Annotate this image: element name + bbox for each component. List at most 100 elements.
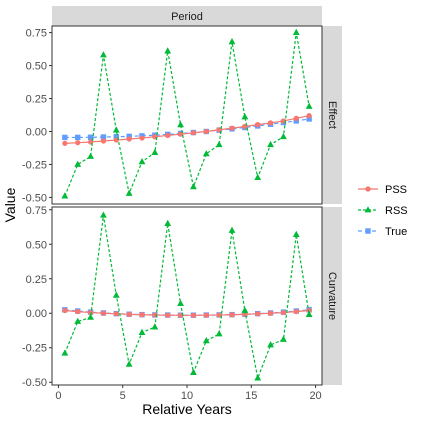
point-rss <box>190 368 197 375</box>
point-true <box>113 134 119 140</box>
point-rss <box>112 291 120 298</box>
y-tick-label: 0.25 <box>26 94 47 106</box>
point-pss <box>203 128 209 135</box>
x-tick-label: 10 <box>181 390 193 402</box>
point-pss <box>62 140 68 146</box>
y-axis-title: Value <box>2 187 18 222</box>
point-rss <box>267 140 274 148</box>
point-pss <box>190 130 197 136</box>
point-pss <box>280 309 287 316</box>
point-rss <box>228 226 236 233</box>
y-tick-label: 0.75 <box>26 28 47 40</box>
point-pss <box>267 120 274 126</box>
x-tick-label: 15 <box>245 390 257 402</box>
point-rss <box>254 374 262 381</box>
x-axis-title: Relative Years <box>142 401 232 417</box>
x-axis: 0 5 10 15 20 <box>55 385 322 402</box>
point-rss <box>100 211 107 218</box>
point-rss <box>228 38 236 45</box>
point-rss <box>87 313 94 320</box>
point-rss <box>215 140 223 148</box>
point-pss <box>100 310 107 316</box>
point-pss <box>100 138 107 144</box>
point-pss <box>255 311 261 317</box>
point-rss <box>61 349 69 356</box>
point-rss <box>100 51 107 58</box>
y-tick-label: -0.25 <box>22 343 47 355</box>
legend: PSS RSS True <box>358 184 408 238</box>
y-tick-label: -0.25 <box>22 159 47 171</box>
panel-border-curvature <box>51 206 323 386</box>
point-pss <box>139 135 145 141</box>
point-rss <box>164 219 172 226</box>
point-true <box>306 116 312 122</box>
point-pss <box>229 125 235 131</box>
point-rss <box>202 337 210 344</box>
point-rss <box>280 335 287 342</box>
point-true <box>100 134 107 140</box>
point-pss <box>126 311 132 317</box>
top-strip <box>52 6 322 26</box>
point-true <box>87 134 94 140</box>
right-strip-curvature-label: Curvature <box>326 272 338 320</box>
point-rss <box>87 152 94 159</box>
point-pss <box>293 115 299 121</box>
panels: -0.50-0.250.000.250.500.75-0.50-0.250.00… <box>22 25 323 389</box>
right-strip-effect <box>322 26 342 204</box>
point-rss <box>74 160 82 167</box>
y-tick-label: 0.00 <box>26 126 47 138</box>
point-pss <box>190 312 197 318</box>
point-rss <box>202 150 210 157</box>
point-pss <box>306 113 312 119</box>
point-rss <box>305 102 313 109</box>
point-pss <box>62 307 68 314</box>
y-tick-label: -0.50 <box>22 192 47 204</box>
legend-marker-true <box>365 228 371 234</box>
point-rss <box>151 323 159 330</box>
point-true <box>62 134 68 141</box>
point-true <box>126 133 132 140</box>
point-pss <box>255 122 261 128</box>
point-pss <box>216 312 222 318</box>
point-pss <box>113 311 119 317</box>
point-pss <box>177 312 184 318</box>
point-rss <box>292 230 300 237</box>
x-tick-label: 0 <box>55 390 61 402</box>
panel-curvature: -0.50 -0.25 0.00 0.25 0.50 0.75 <box>22 205 323 389</box>
point-pss <box>203 312 209 318</box>
top-strip-label: Period <box>171 11 203 23</box>
point-rss <box>125 189 133 196</box>
point-rss <box>125 360 133 367</box>
point-pss <box>165 132 171 139</box>
point-pss <box>87 309 94 316</box>
point-rss <box>241 306 249 313</box>
point-rss <box>164 47 172 54</box>
point-rss <box>61 192 69 199</box>
point-pss <box>229 312 235 318</box>
right-strip-curvature <box>322 207 342 385</box>
point-pss <box>126 136 132 142</box>
point-pss <box>75 308 81 315</box>
panel-border-effect <box>51 25 323 205</box>
point-rss <box>305 310 313 318</box>
y-tick-label: 0.75 <box>26 205 47 217</box>
point-pss <box>139 312 145 318</box>
point-rss <box>292 28 300 35</box>
point-rss <box>138 158 146 165</box>
point-true <box>293 118 299 124</box>
legend-label-pss: PSS <box>385 184 407 196</box>
legend-label-true: True <box>385 226 407 238</box>
y-tick-label: 0.50 <box>26 239 47 251</box>
point-rss <box>177 121 184 128</box>
y-tick-label: 0.00 <box>26 308 47 320</box>
right-strip-effect-label: Effect <box>326 101 338 129</box>
point-rss <box>177 299 184 306</box>
x-tick-label: 5 <box>120 390 126 402</box>
point-rss <box>241 113 249 120</box>
y-tick-label: 0.25 <box>26 274 47 286</box>
point-rss <box>267 341 274 348</box>
legend-marker-pss <box>365 186 371 192</box>
point-true <box>75 134 81 141</box>
point-rss <box>254 173 262 181</box>
